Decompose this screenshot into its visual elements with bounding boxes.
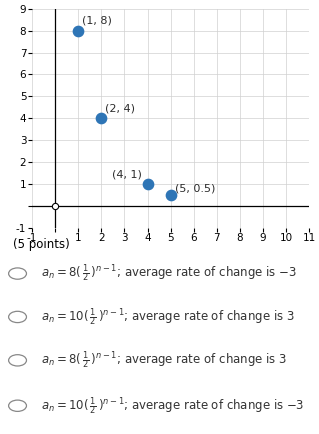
Text: (5 points): (5 points) xyxy=(13,238,70,251)
Text: $a_n = 10(\, \frac{1}{2}\, )^{n-1}$; average rate of change is $3$: $a_n = 10(\, \frac{1}{2}\, )^{n-1}$; ave… xyxy=(41,306,295,328)
Text: (4, 1): (4, 1) xyxy=(112,169,142,179)
Circle shape xyxy=(9,311,26,322)
Text: (2, 4): (2, 4) xyxy=(106,103,136,113)
Circle shape xyxy=(9,268,26,279)
Point xyxy=(168,191,173,198)
Circle shape xyxy=(9,355,26,366)
Point xyxy=(76,27,81,34)
Point xyxy=(145,181,150,187)
Text: $a_n = 8(\, \frac{1}{2}\, )^{n-1}$; average rate of change is $3$: $a_n = 8(\, \frac{1}{2}\, )^{n-1}$; aver… xyxy=(41,349,288,371)
Circle shape xyxy=(9,400,26,411)
Text: $a_n = 10(\, \frac{1}{2}\, )^{n-1}$; average rate of change is $-3$: $a_n = 10(\, \frac{1}{2}\, )^{n-1}$; ave… xyxy=(41,395,305,417)
Point xyxy=(99,115,104,122)
Text: $a_n = 8(\, \frac{1}{2}\, )^{n-1}$; average rate of change is $-3$: $a_n = 8(\, \frac{1}{2}\, )^{n-1}$; aver… xyxy=(41,263,297,284)
Text: (1, 8): (1, 8) xyxy=(82,16,112,26)
Text: (5, 0.5): (5, 0.5) xyxy=(175,184,215,194)
